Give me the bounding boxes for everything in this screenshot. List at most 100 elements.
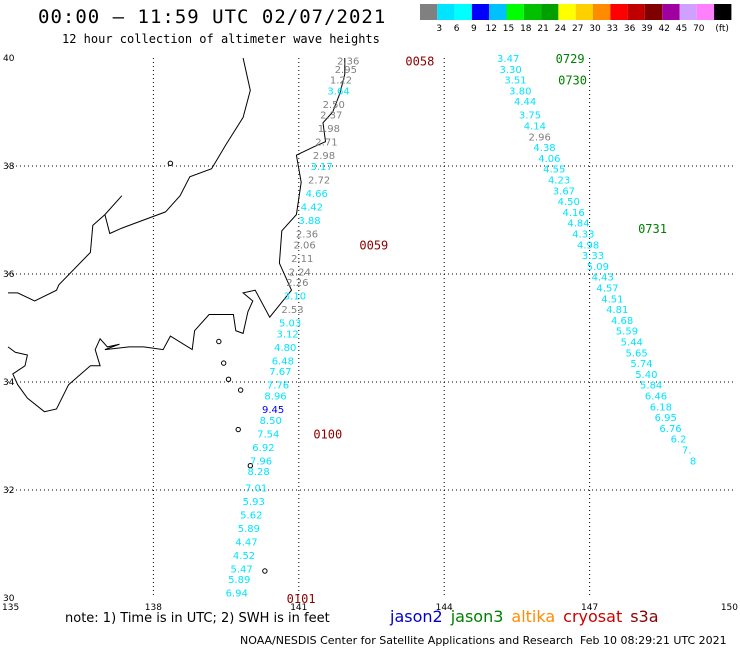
swh-value-jason3: 6.18: [650, 402, 672, 413]
swh-value-jason3: 3.47: [497, 54, 519, 65]
swh-value-cryosat: 1.98: [318, 124, 340, 135]
latitude-label: 34: [3, 378, 15, 388]
color-swatch: [714, 4, 732, 20]
swh-value-cryosat: 2.53: [281, 305, 303, 316]
color-swatch: [471, 4, 490, 20]
pass-time-label: 0729: [556, 52, 585, 66]
island-outline: [225, 376, 232, 382]
swh-value-cryosat: 2.71: [315, 138, 337, 149]
pass-time-label: 0059: [359, 238, 388, 252]
swh-value-cryosat: 3.17: [310, 162, 332, 173]
swh-value-cryosat: 2.37: [320, 111, 342, 122]
swh-value-cryosat: 7.01: [245, 483, 267, 494]
swh-value-cryosat: 5.89: [228, 575, 250, 586]
swh-value-jason3: 5.74: [630, 359, 652, 370]
color-scale-tick: 30: [589, 24, 601, 34]
legend-item-jason2: jason2: [390, 607, 443, 626]
color-swatch: [644, 4, 663, 20]
swh-value-jason3: 4.23: [548, 176, 570, 187]
swh-value-cryosat: 6.48: [272, 356, 294, 367]
legend-item-s3a: s3a: [630, 607, 659, 626]
color-swatch: [489, 4, 507, 20]
color-scale-tick: 3: [436, 24, 442, 34]
color-scale-tick: 12: [485, 24, 496, 34]
honshu-sea-of-japan-coast: [8, 57, 251, 302]
coastline: [7, 57, 346, 574]
swh-value-jason3: 4.14: [524, 122, 546, 133]
swh-value-cryosat: 2.50: [323, 100, 345, 111]
color-scale-tick: 6: [454, 24, 460, 34]
swh-value-jason3: 7.: [682, 446, 692, 457]
color-swatch: [610, 4, 628, 20]
swh-value-jason3: 3.80: [509, 86, 531, 97]
generated-timestamp: Feb 10 08:29:21 UTC 2021: [580, 634, 727, 647]
swh-value-cryosat: 4.47: [235, 537, 257, 548]
color-swatch: [575, 4, 593, 20]
latitude-label: 32: [3, 486, 14, 496]
color-swatch: [523, 4, 542, 20]
swh-value-jason3: 5.44: [621, 338, 643, 349]
swh-value-cryosat: 2.36: [337, 57, 359, 68]
swh-value-cryosat: 8.28: [247, 467, 269, 478]
map-subtitle: 12 hour collection of altimeter wave hei…: [62, 32, 380, 46]
longitude-label: 150: [721, 603, 738, 610]
color-scale-tick: 42: [658, 24, 669, 34]
swh-value-cryosat: 3.10: [284, 292, 306, 303]
color-scale-tick: 45: [676, 24, 687, 34]
swh-value-cryosat: 5.03: [279, 319, 301, 330]
color-scale-tick: 39: [641, 24, 653, 34]
swh-value-cryosat: 5.47: [230, 564, 252, 575]
pass-time-label: 0058: [405, 55, 434, 69]
swh-value-cryosat: 2.95: [335, 65, 357, 76]
island-outline: [237, 387, 244, 393]
swh-value-cryosat: 9.45: [262, 405, 284, 416]
island-outline: [167, 160, 174, 167]
swh-value-jason3: 6.76: [659, 424, 681, 435]
color-scale-unit: (ft): [715, 24, 729, 34]
legend-item-cryosat: cryosat: [563, 607, 623, 626]
legend-item-altika: altika: [511, 607, 556, 626]
swh-value-jason3: 4.16: [562, 208, 584, 219]
credit-text: NOAA/NESDIS Center for Satellite Applica…: [240, 634, 574, 647]
color-scale-tick: 33: [607, 24, 618, 34]
swh-value-cryosat: 1.22: [330, 76, 352, 87]
legend-item-jason3: jason3: [450, 607, 504, 626]
color-swatch: [593, 4, 611, 20]
swh-value-cryosat: 2.26: [286, 278, 308, 289]
pass-time-label: 0731: [638, 222, 667, 236]
footnote: note: 1) Time is in UTC; 2) SWH is in fe…: [65, 611, 330, 626]
color-swatch: [420, 4, 438, 20]
color-scale-tick: 15: [503, 24, 514, 34]
swh-value-cryosat: 3.12: [277, 329, 299, 340]
swh-value-jason3: 4.06: [538, 154, 560, 165]
wave-height-observations: 2.362.951.223.642.502.371.982.712.983.17…: [226, 54, 697, 600]
longitude-label: 147: [581, 603, 598, 610]
pass-time-labels: 0058 0059 0100 0101 0729 0730 0731: [287, 52, 667, 606]
swh-value-cryosat: 5.93: [243, 497, 265, 508]
color-scale-tick: 21: [537, 24, 548, 34]
color-swatch: [627, 4, 645, 20]
swh-value-jason3: 6.46: [645, 392, 667, 403]
swh-value-cryosat: 7.96: [250, 456, 272, 467]
swh-value-jason3: 6.95: [655, 413, 677, 424]
color-scale-tick: 18: [520, 24, 532, 34]
swh-value-jason3: 4.55: [543, 165, 565, 176]
swh-value-cryosat: 2.36: [296, 230, 318, 241]
swh-value-jason3: 4.44: [514, 97, 536, 108]
swh-value-jason3: 4.43: [592, 273, 614, 284]
swh-value-jason3: 3.33: [582, 251, 604, 262]
swh-value-cryosat: 2.11: [291, 254, 313, 265]
swh-value-cryosat: 8.50: [260, 416, 282, 427]
swh-value-jason3: 4.68: [611, 316, 633, 327]
latitude-label: 36: [3, 270, 15, 280]
color-swatch: [541, 4, 559, 20]
swh-value-jason3: 5.59: [616, 327, 638, 338]
swh-value-cryosat: 7.76: [267, 381, 289, 392]
color-swatch: [437, 4, 455, 20]
swh-value-cryosat: 2.24: [289, 267, 311, 278]
color-swatch: [679, 4, 697, 20]
pass-time-label: 0101: [287, 592, 316, 606]
island-outline: [247, 463, 254, 469]
swh-value-jason3: 3.75: [519, 111, 541, 122]
